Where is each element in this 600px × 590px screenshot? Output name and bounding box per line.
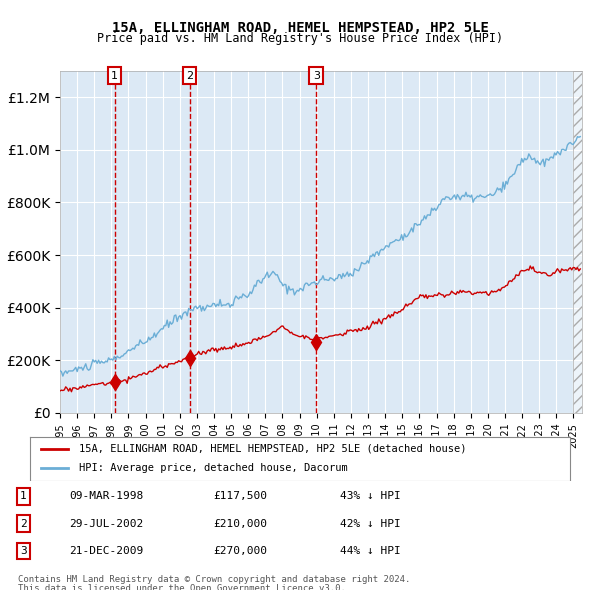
Text: 29-JUL-2002: 29-JUL-2002 [70,519,144,529]
Text: 21-DEC-2009: 21-DEC-2009 [70,546,144,556]
Text: This data is licensed under the Open Government Licence v3.0.: This data is licensed under the Open Gov… [18,584,346,590]
Text: 09-MAR-1998: 09-MAR-1998 [70,491,144,502]
Bar [316,71,574,413]
Bar [190,71,316,413]
Text: 1: 1 [111,71,118,81]
Text: £270,000: £270,000 [214,546,268,556]
Text: 43% ↓ HPI: 43% ↓ HPI [340,491,401,502]
Text: 42% ↓ HPI: 42% ↓ HPI [340,519,401,529]
Text: 3: 3 [313,71,320,81]
Text: £117,500: £117,500 [214,491,268,502]
Text: 15A, ELLINGHAM ROAD, HEMEL HEMPSTEAD, HP2 5LE (detached house): 15A, ELLINGHAM ROAD, HEMEL HEMPSTEAD, HP… [79,444,466,454]
Text: HPI: Average price, detached house, Dacorum: HPI: Average price, detached house, Daco… [79,464,347,473]
Text: 15A, ELLINGHAM ROAD, HEMEL HEMPSTEAD, HP2 5LE: 15A, ELLINGHAM ROAD, HEMEL HEMPSTEAD, HP… [112,21,488,35]
Bar [115,71,190,413]
Text: 2: 2 [20,519,27,529]
Text: Price paid vs. HM Land Registry's House Price Index (HPI): Price paid vs. HM Land Registry's House … [97,32,503,45]
Text: £210,000: £210,000 [214,519,268,529]
Text: 44% ↓ HPI: 44% ↓ HPI [340,546,401,556]
Text: 1: 1 [20,491,27,502]
Text: 2: 2 [186,71,193,81]
Text: Contains HM Land Registry data © Crown copyright and database right 2024.: Contains HM Land Registry data © Crown c… [18,575,410,584]
Text: 3: 3 [20,546,27,556]
